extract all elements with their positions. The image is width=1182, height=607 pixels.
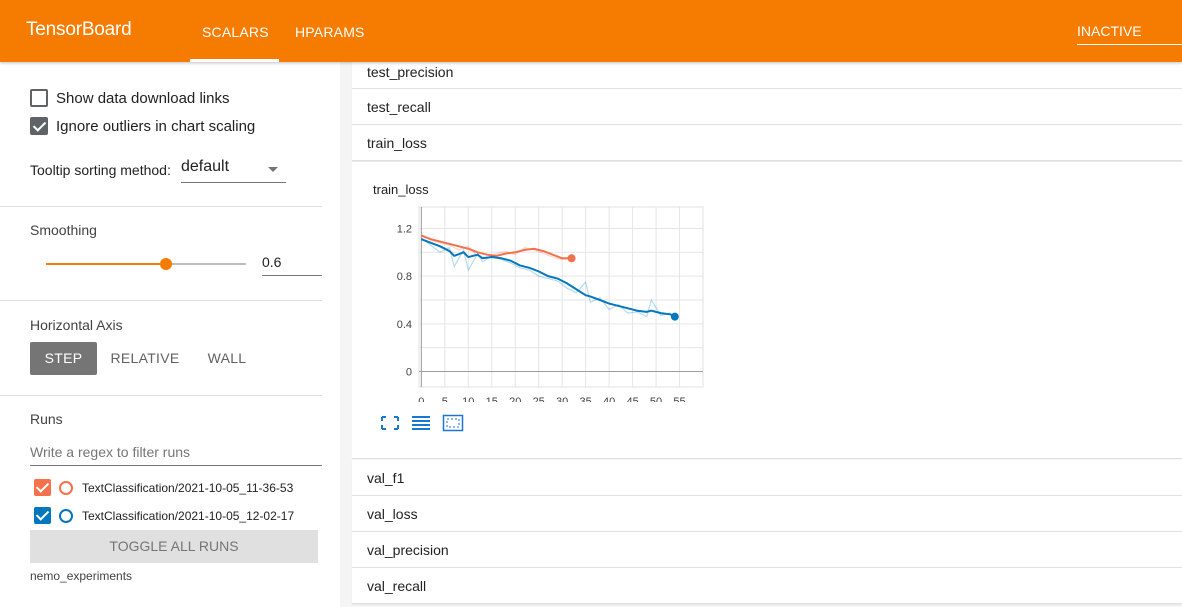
- series-smoothed-line: [420, 234, 572, 260]
- smoothing-value-input[interactable]: 0.6: [262, 254, 322, 276]
- run-name: TextClassification/2021-10-05_11-36-53: [82, 480, 294, 495]
- tab-hparams[interactable]: HPARAMS: [295, 24, 365, 40]
- tag-group-header[interactable]: val_recall: [352, 568, 1182, 604]
- tag-group-header[interactable]: test_recall: [352, 89, 1182, 125]
- x-tick-label: 55: [673, 396, 685, 402]
- series-endpoint: [567, 254, 576, 263]
- x-tick-label: 40: [603, 396, 615, 402]
- run-item[interactable]: TextClassification/2021-10-05_11-36-53: [34, 479, 293, 496]
- x-tick-label: 45: [626, 396, 638, 402]
- tag-group-title: val_f1: [367, 470, 405, 486]
- axis-relative-button[interactable]: RELATIVE: [110, 350, 180, 366]
- ignore-outliers-checkbox[interactable]: [30, 117, 48, 135]
- inactive-plugins-dropdown[interactable]: INACTIVE: [1077, 23, 1182, 45]
- tab-scalars[interactable]: SCALARS: [202, 24, 269, 40]
- fit-to-data-icon[interactable]: [379, 414, 401, 432]
- ignore-outliers-label: Ignore outliers in chart scaling: [56, 117, 256, 135]
- smoothing-slider-handle[interactable]: [160, 258, 172, 270]
- tag-group-title: val_recall: [367, 578, 427, 594]
- section-divider: [0, 300, 322, 301]
- scalar-chart-card: train_loss 0 5 10 15 20 25 30 35 40 45 50 55 0 0.4 0.8…: [352, 162, 1182, 459]
- series-smoothed-line: [420, 238, 676, 318]
- show-download-links-checkbox[interactable]: [30, 89, 48, 107]
- run-item[interactable]: TextClassification/2021-10-05_12-02-17: [34, 507, 294, 524]
- tooltip-sorting-label: Tooltip sorting method:: [30, 162, 171, 178]
- show-download-links-option[interactable]: Show data download links: [30, 89, 229, 107]
- tooltip-sorting-value: default: [181, 158, 230, 175]
- show-download-links-label: Show data download links: [56, 89, 230, 107]
- x-tick-label: 50: [650, 396, 662, 402]
- x-tick-label: 30: [556, 396, 568, 402]
- series-endpoint: [670, 312, 679, 321]
- axis-wall-button[interactable]: WALL: [207, 350, 247, 366]
- y-tick-label: 0.8: [397, 271, 412, 283]
- y-tick-label: 1.2: [397, 223, 412, 235]
- plot-area-border: [418, 206, 704, 388]
- runs-title: Runs: [30, 411, 63, 427]
- horizontal-axis-title: Horizontal Axis: [30, 317, 123, 333]
- x-tick-label: 10: [462, 396, 474, 402]
- tag-group-header[interactable]: test_precision: [352, 62, 1182, 89]
- chart-title: train_loss: [373, 182, 429, 197]
- data-table-icon[interactable]: [410, 414, 432, 432]
- x-tick-label: 20: [509, 396, 521, 402]
- smoothing-title: Smoothing: [30, 222, 97, 238]
- train-loss-chart[interactable]: 0 5 10 15 20 25 30 35 40 45 50 55 0 0.4 0.8 1.2: [352, 162, 752, 402]
- x-tick-label: 15: [486, 396, 498, 402]
- section-divider: [0, 206, 322, 207]
- toggle-all-runs-button[interactable]: TOGGLE ALL RUNS: [30, 530, 318, 563]
- run-checkbox[interactable]: [34, 507, 51, 524]
- tag-group-title: test_recall: [367, 99, 431, 115]
- run-color-swatch[interactable]: [59, 508, 73, 523]
- smoothing-slider-fill: [46, 263, 166, 265]
- series-raw-line: [420, 237, 676, 319]
- tag-group-header[interactable]: val_f1: [352, 460, 1182, 496]
- x-tick-label: 5: [442, 396, 448, 402]
- series-raw-line: [421, 233, 572, 261]
- tag-group-title: val_precision: [367, 542, 449, 558]
- run-name: TextClassification/2021-10-05_12-02-17: [82, 508, 295, 523]
- tag-group-header[interactable]: val_precision: [352, 532, 1182, 568]
- ignore-outliers-option[interactable]: Ignore outliers in chart scaling: [30, 117, 255, 135]
- sidebar: Show data download links Ignore outliers…: [0, 62, 340, 607]
- tag-group-title: val_loss: [367, 506, 418, 522]
- active-tab-indicator: [190, 59, 279, 62]
- axis-step-button[interactable]: STEP: [30, 342, 97, 375]
- run-color-swatch[interactable]: [59, 480, 73, 495]
- x-tick-label: 35: [580, 396, 592, 402]
- app-title: TensorBoard: [26, 19, 132, 40]
- run-checkbox[interactable]: [34, 479, 51, 496]
- x-tick-label: 25: [533, 396, 545, 402]
- top-app-bar: TensorBoard SCALARS HPARAMS INACTIVE: [0, 0, 1182, 62]
- tag-group-title: train_loss: [367, 135, 427, 151]
- y-tick-label: 0: [406, 367, 412, 379]
- tooltip-sorting-select[interactable]: default: [181, 158, 286, 183]
- tag-group-header[interactable]: val_loss: [352, 496, 1182, 532]
- tag-group-header[interactable]: train_loss: [352, 125, 1182, 161]
- run-filter-input[interactable]: Write a regex to filter runs: [30, 442, 322, 466]
- smoothing-slider[interactable]: [46, 258, 246, 270]
- chevron-down-icon: [268, 167, 278, 172]
- tag-group-title: test_precision: [367, 64, 454, 80]
- experiment-name: nemo_experiments: [30, 569, 133, 583]
- x-tick-label: 0: [418, 396, 424, 402]
- y-tick-label: 0.4: [397, 319, 412, 331]
- section-divider: [0, 395, 322, 396]
- zoom-selection-icon[interactable]: [442, 414, 464, 432]
